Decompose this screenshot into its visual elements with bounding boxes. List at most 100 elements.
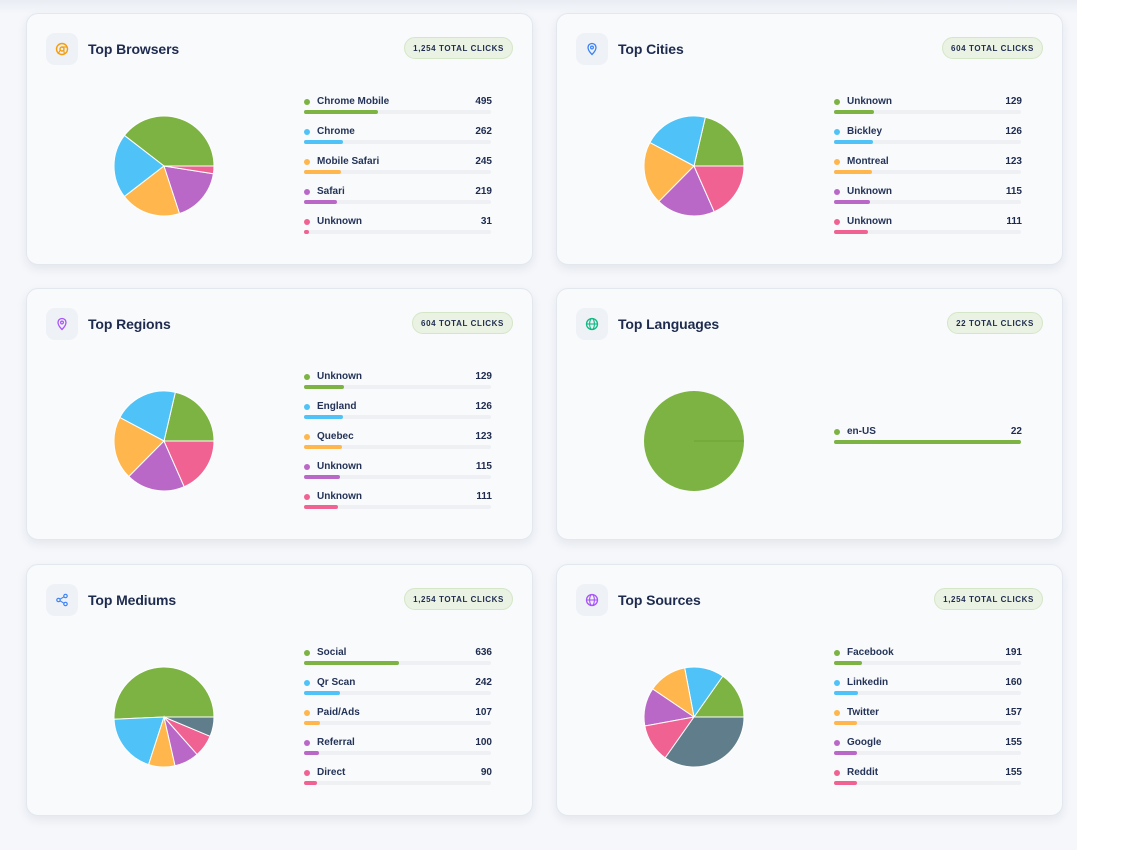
progress-fill [834, 721, 858, 725]
list-item: Facebook 191 [834, 647, 1022, 677]
item-label: Unknown [317, 491, 362, 502]
progress-fill [304, 751, 319, 755]
card-top-browsers: Top Browsers 1,254 TOTAL CLICKS Chrome M… [26, 13, 533, 265]
card-top-mediums: Top Mediums 1,254 TOTAL CLICKS Social 636… [26, 564, 533, 816]
item-value: 157 [1005, 707, 1022, 718]
progress-track [304, 140, 491, 144]
progress-track [304, 110, 491, 114]
total-clicks-badge: 1,254 TOTAL CLICKS [934, 588, 1043, 610]
pie-slice [123, 115, 215, 167]
progress-track [304, 505, 491, 509]
progress-fill [834, 781, 858, 785]
pie-slice [128, 440, 185, 492]
item-label: Unknown [317, 216, 362, 227]
item-value: 100 [475, 737, 492, 748]
progress-track [304, 475, 491, 479]
progress-track [834, 230, 1021, 234]
list-item: Reddit 155 [834, 767, 1022, 797]
list-item: Qr Scan 242 [304, 677, 492, 707]
item-value: 160 [1005, 677, 1022, 688]
pie-slice [163, 391, 215, 442]
pie-chart [644, 391, 744, 491]
item-value: 115 [475, 461, 492, 472]
pie-slice [693, 165, 745, 213]
item-value: 219 [475, 186, 492, 197]
item-value: 191 [1005, 647, 1022, 658]
legend-dot [304, 99, 310, 105]
progress-fill [834, 170, 873, 174]
progress-track [834, 781, 1021, 785]
item-label: en-US [847, 426, 876, 437]
item-label: England [317, 401, 357, 412]
progress-track [834, 140, 1021, 144]
list-item: Chrome Mobile 495 [304, 96, 492, 126]
card-top-regions: Top Regions 604 TOTAL CLICKS Unknown 129 E… [26, 288, 533, 540]
legend-dot [304, 219, 310, 225]
progress-track [304, 200, 491, 204]
legend-dot [834, 650, 840, 656]
list-item: Paid/Ads 107 [304, 707, 492, 737]
progress-fill [304, 110, 378, 114]
item-value: 245 [475, 156, 492, 167]
item-label: Qr Scan [317, 677, 356, 688]
item-label: Direct [317, 767, 346, 778]
legend-dot [834, 680, 840, 686]
pie-slice [113, 416, 165, 478]
item-label: Referral [317, 737, 355, 748]
progress-track [834, 440, 1021, 444]
item-value: 242 [475, 677, 492, 688]
progress-track [304, 170, 491, 174]
item-label: Mobile Safari [317, 156, 380, 167]
list-item: Bickley 126 [834, 126, 1022, 156]
total-clicks-badge: 1,254 TOTAL CLICKS [404, 37, 513, 59]
card-title: Top Sources [618, 592, 701, 608]
pie-slice [113, 134, 165, 198]
list-item: Unknown 129 [304, 371, 492, 401]
legend-dot [304, 740, 310, 746]
map-pin-icon [576, 33, 608, 65]
list-item: Unknown 111 [304, 491, 492, 521]
list-item: Unknown 111 [834, 216, 1022, 246]
item-value: 123 [1005, 156, 1022, 167]
globe-icon [576, 308, 608, 340]
progress-fill [834, 440, 1021, 444]
pie-slice [664, 716, 745, 768]
item-value: 111 [476, 491, 492, 502]
progress-track [304, 230, 491, 234]
card-title: Top Browsers [88, 41, 180, 57]
item-label: Safari [317, 186, 345, 197]
card-title: Top Regions [88, 316, 171, 332]
item-label: Montreal [847, 156, 889, 167]
pie-slice [643, 141, 695, 203]
card-top-languages: Top Languages 22 TOTAL CLICKS en-US 22 [556, 288, 1063, 540]
item-value: 123 [475, 431, 492, 442]
item-label: Chrome Mobile [317, 96, 390, 107]
progress-fill [834, 110, 874, 114]
card-top-cities: Top Cities 604 TOTAL CLICKS Unknown 129 Bi… [556, 13, 1063, 265]
share-icon [46, 584, 78, 616]
pie-slice [163, 165, 214, 215]
progress-track [834, 691, 1021, 695]
progress-fill [304, 475, 340, 479]
item-value: 129 [1005, 96, 1022, 107]
progress-fill [304, 230, 309, 234]
legend-dot [834, 710, 840, 716]
card-title: Top Mediums [88, 592, 177, 608]
list-item: Referral 100 [304, 737, 492, 767]
legend-dot [834, 219, 840, 225]
list-item: Mobile Safari 245 [304, 156, 492, 186]
card-top-sources: Top Sources 1,254 TOTAL CLICKS Facebook 1… [556, 564, 1063, 816]
pie-slice [658, 165, 715, 217]
progress-fill [834, 140, 873, 144]
legend-dot [304, 770, 310, 776]
item-value: 115 [1005, 186, 1022, 197]
pie-chart [113, 115, 215, 217]
progress-fill [834, 230, 869, 234]
item-label: Facebook [847, 647, 894, 658]
progress-fill [304, 170, 341, 174]
progress-fill [304, 781, 318, 785]
progress-track [834, 751, 1021, 755]
progress-track [304, 781, 491, 785]
list-item: Montreal 123 [834, 156, 1022, 186]
legend-dot [834, 129, 840, 135]
